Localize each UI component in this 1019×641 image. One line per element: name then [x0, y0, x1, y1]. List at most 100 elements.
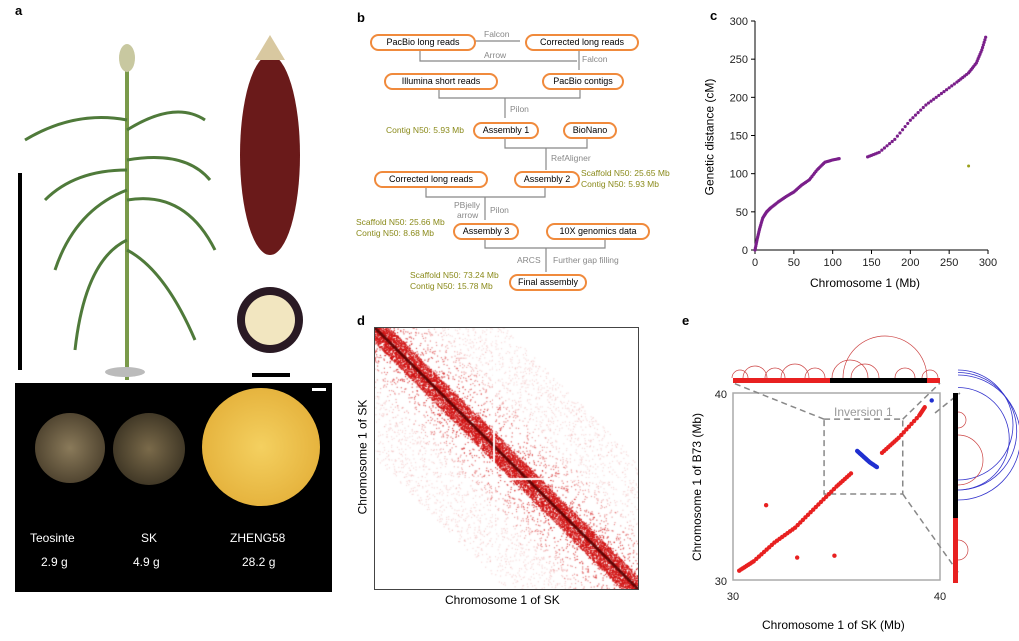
map-point	[980, 48, 984, 52]
alignment-point	[896, 435, 901, 441]
y-tick-label: 0	[742, 245, 748, 257]
x-tick-label: 100	[823, 257, 841, 269]
seed-name-sk: SK	[141, 531, 158, 545]
map-point	[877, 150, 881, 154]
x-tick-label: 30	[727, 591, 739, 603]
edge-falcon-1: Falcon	[484, 29, 510, 39]
edge-arrow: Arrow	[484, 50, 507, 60]
x-tick-label: 150	[862, 257, 880, 269]
map-point	[885, 144, 889, 148]
map-point	[982, 40, 986, 44]
node-corrected-long-reads: Corrected long reads	[525, 34, 639, 51]
inversion-box	[732, 382, 961, 576]
alignment-point	[898, 432, 904, 438]
x-tick-label: 250	[940, 257, 958, 269]
inversion-label: Inversion 1	[834, 405, 893, 419]
top-arc	[742, 365, 768, 379]
right-arc-blue	[957, 372, 1018, 491]
right-arc-red	[957, 539, 969, 561]
alignment-point	[906, 424, 912, 429]
map-point	[934, 95, 938, 99]
note-final-contig: Contig N50: 15.78 Mb	[410, 281, 493, 291]
node-final-assembly: Final assembly	[509, 274, 587, 291]
chart-e-ylabel: Chromosome 1 of B73 (Mb)	[690, 412, 705, 562]
top-arc	[831, 359, 869, 379]
seed-weight-teosinte: 2.9 g	[41, 555, 68, 569]
map-point	[983, 38, 987, 42]
y-tick-label: 50	[736, 207, 748, 219]
map-point	[937, 93, 941, 98]
node-assembly-3: Assembly 3	[453, 223, 519, 240]
node-pacbio-long-reads: PacBio long reads	[370, 34, 476, 51]
chart-e-xlabel: Chromosome 1 of SK (Mb)	[762, 618, 905, 632]
top-arc	[842, 335, 928, 379]
panel-b-label: b	[357, 10, 365, 25]
alignment-point	[874, 464, 880, 470]
map-point	[921, 105, 925, 110]
map-point	[895, 134, 899, 138]
top-track-red	[733, 378, 830, 383]
x-tick-label: 0	[752, 257, 758, 269]
x-tick-label: 300	[979, 257, 997, 269]
top-arc	[850, 363, 880, 379]
right-track-red	[953, 518, 958, 583]
map-point	[916, 111, 920, 115]
node-corrected-long-reads-2: Corrected long reads	[374, 171, 488, 188]
panel-a-label: a	[15, 3, 23, 18]
top-arc	[731, 369, 749, 379]
alignment-point	[794, 555, 800, 560]
map-point	[950, 84, 954, 88]
map-point	[882, 146, 887, 150]
note-asm3-contig: Contig N50: 8.68 Mb	[356, 228, 434, 238]
edge-arcs: ARCS	[517, 255, 541, 265]
alignment-point	[848, 471, 854, 476]
map-point	[900, 128, 905, 132]
genetic-map-chart: 0 50 100 150 200 250 300 0 50 100 150 200 250 300	[730, 16, 998, 269]
hic-heatmap	[374, 327, 639, 590]
top-track-red	[927, 378, 940, 383]
outlier-point	[967, 164, 971, 168]
x-tick-label: 40	[934, 591, 946, 603]
map-point	[908, 118, 912, 122]
map-point	[898, 131, 902, 135]
edge-arrow-2: arrow	[457, 210, 479, 220]
map-point	[929, 99, 933, 103]
x-tick-label: 50	[788, 257, 800, 269]
chart-d-xlabel: Chromosome 1 of SK	[445, 593, 560, 607]
plot-frame	[732, 392, 941, 581]
node-assembly-2: Assembly 2	[514, 171, 580, 188]
seed-name-zheng58: ZHENG58	[230, 531, 286, 545]
top-arc	[780, 363, 810, 379]
alignment-point	[904, 427, 909, 432]
edge-refaligner: RefAligner	[551, 153, 591, 163]
map-point	[888, 142, 892, 146]
map-point	[924, 103, 928, 107]
alignment-point	[914, 416, 919, 421]
map-point	[981, 43, 985, 47]
seed-comparison-panel: Teosinte 2.9 g SK 4.9 g ZHENG58 28.2 g	[15, 383, 332, 592]
note-asm2-scaffold: Scaffold N50: 25.65 Mb	[581, 168, 670, 178]
right-arc-red	[957, 434, 984, 486]
node-assembly-1: Assembly 1	[473, 122, 539, 139]
node-bionano: BioNano	[563, 122, 617, 139]
note-asm3-scaffold: Scaffold N50: 25.66 Mb	[356, 217, 445, 227]
right-arc-blue	[957, 387, 1010, 491]
axes	[754, 21, 988, 251]
map-point	[906, 121, 910, 126]
map-point	[944, 88, 949, 92]
map-point	[911, 116, 915, 120]
edge-gap-filling: Further gap filling	[553, 255, 619, 265]
top-track-black	[830, 378, 927, 383]
map-point	[913, 113, 918, 117]
synteny-dotplot: 30 40 30 40	[715, 335, 1019, 603]
panel-c-label: c	[710, 8, 718, 23]
edge-pilon-2: Pilon	[490, 205, 509, 215]
alignment-point	[909, 421, 914, 427]
top-arc	[921, 369, 939, 379]
right-arc-blue	[957, 374, 1019, 501]
alignment-point	[832, 553, 837, 558]
alignment-point	[911, 418, 917, 424]
node-10x-genomics: 10X genomics data	[546, 223, 650, 240]
node-illumina-short-reads: Illumina short reads	[384, 73, 498, 90]
map-point	[919, 108, 923, 112]
